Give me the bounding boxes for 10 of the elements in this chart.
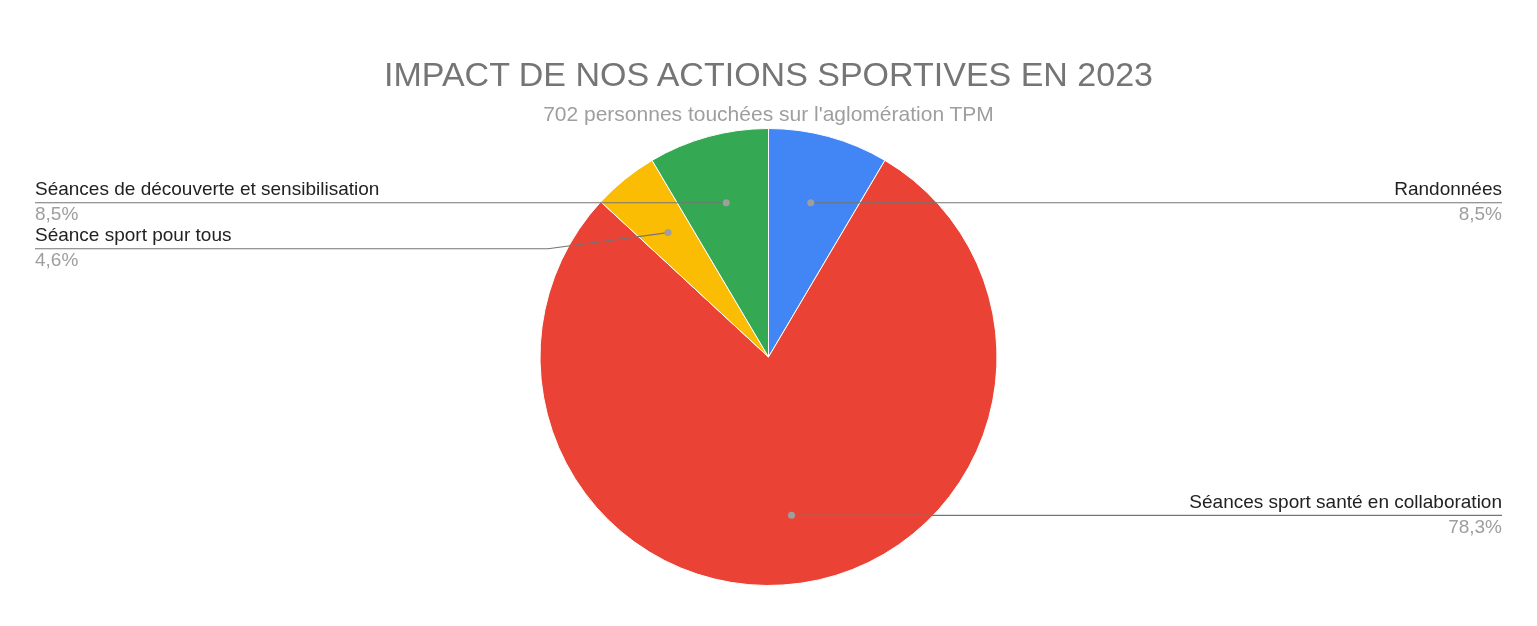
chart-subtitle: 702 personnes touchées sur l'aglomération TPM <box>543 102 994 126</box>
data-label: 78,3% <box>1448 516 1503 538</box>
slice-label: Séances de découverte et sensibilisation <box>35 178 380 200</box>
slice-label: Randonnées <box>1394 178 1502 200</box>
data-label: 8,5% <box>1458 203 1503 225</box>
chart-title: IMPACT DE NOS ACTIONS SPORTIVES EN 2023 <box>383 54 1154 93</box>
slice-label: Séance sport pour tous <box>35 224 232 246</box>
slice-label: Séances sport santé en collaboration <box>1189 491 1502 513</box>
data-label: 4,6% <box>35 249 79 271</box>
data-label: 8,5% <box>35 203 79 225</box>
